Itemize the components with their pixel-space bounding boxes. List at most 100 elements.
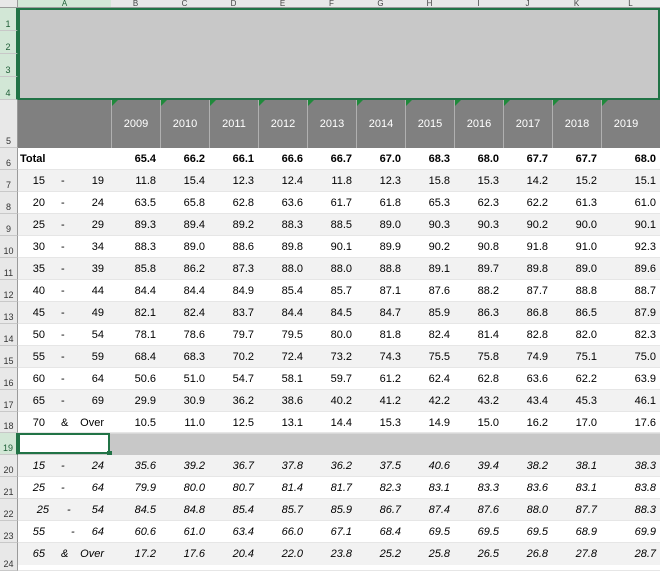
cell-value[interactable]: 61.0 [183,526,205,538]
cell-value[interactable]: 67.0 [379,153,401,165]
cell-value[interactable]: 85.9 [428,307,450,319]
cell-value[interactable]: 88.3 [281,219,303,231]
cell-value[interactable]: 68.9 [575,526,597,538]
cell-value[interactable]: 22.0 [281,548,303,560]
cell-value[interactable]: 90.3 [428,219,450,231]
row-header-2[interactable]: 2 [0,31,18,54]
row-header-15[interactable]: 15 [0,346,18,368]
cell-value[interactable]: 88.8 [575,285,597,297]
column-header-e[interactable]: E [258,0,307,8]
cell-value[interactable]: 15.0 [477,417,499,429]
cell-value[interactable]: 85.7 [281,504,303,516]
cell-value[interactable]: 86.8 [526,307,548,319]
cell-value[interactable]: 91.8 [526,241,548,253]
cell-value[interactable]: 63.6 [281,197,303,209]
separator-row-19[interactable] [18,433,660,455]
cell-value[interactable]: 15.2 [575,175,597,187]
cell-value[interactable]: 87.3 [232,263,254,275]
column-header-l[interactable]: L [601,0,660,8]
cell-value[interactable]: 89.2 [232,219,254,231]
cell-value[interactable]: 65.8 [183,197,205,209]
cell-value[interactable]: 65.3 [428,197,450,209]
cell-value[interactable]: 40.2 [330,395,352,407]
cell-value[interactable]: 59.7 [330,373,352,385]
cell-value[interactable]: 23.8 [330,548,352,560]
cell-value[interactable]: 69.5 [477,526,499,538]
cell-value[interactable]: 90.1 [330,241,352,253]
cell-value[interactable]: 86.5 [575,307,597,319]
cell-value[interactable]: 89.1 [428,263,450,275]
cell-value[interactable]: 74.9 [526,351,548,363]
column-header-j[interactable]: J [503,0,552,8]
cell-value[interactable]: 61.8 [379,197,401,209]
cell-value[interactable]: 78.6 [183,329,205,341]
cell-value[interactable]: 25.2 [379,548,401,560]
cell-value[interactable]: 61.2 [379,373,401,385]
cell-value[interactable]: 89.7 [477,263,499,275]
cell-value[interactable]: 87.7 [575,504,597,516]
cell-value[interactable]: 61.7 [330,197,352,209]
cell-value[interactable]: 78.1 [134,329,156,341]
cell-value[interactable]: 30.9 [183,395,205,407]
cell-value[interactable]: 68.0 [634,153,656,165]
cell-value[interactable]: 29.9 [134,395,156,407]
cell-value[interactable]: 69.5 [428,526,450,538]
cell-value[interactable]: 85.9 [330,504,352,516]
cell-value[interactable]: 83.7 [232,307,254,319]
cell-value[interactable]: 37.8 [281,460,303,472]
cell-value[interactable]: 88.3 [634,504,656,516]
cell-value[interactable]: 66.7 [330,153,352,165]
cell-value[interactable]: 74.3 [379,351,401,363]
cell-value[interactable]: 83.6 [526,482,548,494]
cell-value[interactable]: 85.7 [330,285,352,297]
cell-value[interactable]: 68.4 [134,351,156,363]
column-header-i[interactable]: I [454,0,503,8]
cell-value[interactable]: 87.9 [634,307,656,319]
row-header-23[interactable]: 23 [0,521,18,543]
cell-value[interactable]: 17.2 [134,548,156,560]
row-header-8[interactable]: 8 [0,192,18,214]
year-header-2014[interactable]: 2014 [356,100,405,148]
cell-value[interactable]: 83.3 [477,482,499,494]
fill-handle[interactable] [107,451,112,456]
cell-value[interactable]: 38.1 [575,460,597,472]
cell-value[interactable]: 60.6 [134,526,156,538]
cell-value[interactable]: 91.0 [575,241,597,253]
cell-value[interactable]: 43.2 [477,395,499,407]
cell-value[interactable]: 88.5 [330,219,352,231]
cell-value[interactable]: 15.3 [477,175,499,187]
cell-value[interactable]: 79.7 [232,329,254,341]
cell-value[interactable]: 90.3 [477,219,499,231]
active-cell-a19[interactable] [18,433,110,454]
cell-value[interactable]: 79.5 [281,329,303,341]
cell-value[interactable]: 92.3 [634,241,656,253]
cell-value[interactable]: 83.8 [634,482,656,494]
cell-value[interactable]: 82.3 [379,482,401,494]
year-header-2018[interactable]: 2018 [552,100,601,148]
column-header-h[interactable]: H [405,0,454,8]
cell-value[interactable]: 85.8 [134,263,156,275]
cell-value[interactable]: 39.2 [183,460,205,472]
cell-value[interactable]: 41.2 [379,395,401,407]
select-all-corner[interactable] [0,0,18,8]
cell-value[interactable]: 14.2 [526,175,548,187]
cell-value[interactable]: 62.3 [477,197,499,209]
row-header-11[interactable]: 11 [0,258,18,280]
cell-value[interactable]: 12.3 [379,175,401,187]
cell-value[interactable]: 80.0 [183,482,205,494]
cell-value[interactable]: 51.0 [183,373,205,385]
cell-value[interactable]: 37.5 [379,460,401,472]
cell-value[interactable]: 15.8 [428,175,450,187]
cell-value[interactable]: 39.4 [477,460,499,472]
cell-value[interactable]: 81.8 [379,329,401,341]
column-header-f[interactable]: F [307,0,356,8]
cell-value[interactable]: 40.6 [428,460,450,472]
cell-value[interactable]: 11.0 [184,417,205,429]
cell-value[interactable]: 16.2 [526,417,548,429]
cell-value[interactable]: 88.3 [134,241,156,253]
cell-value[interactable]: 82.3 [634,329,656,341]
cell-value[interactable]: 84.4 [281,307,303,319]
cell-value[interactable]: 79.9 [134,482,156,494]
row-header-17[interactable]: 17 [0,390,18,412]
cell-value[interactable]: 80.0 [330,329,352,341]
